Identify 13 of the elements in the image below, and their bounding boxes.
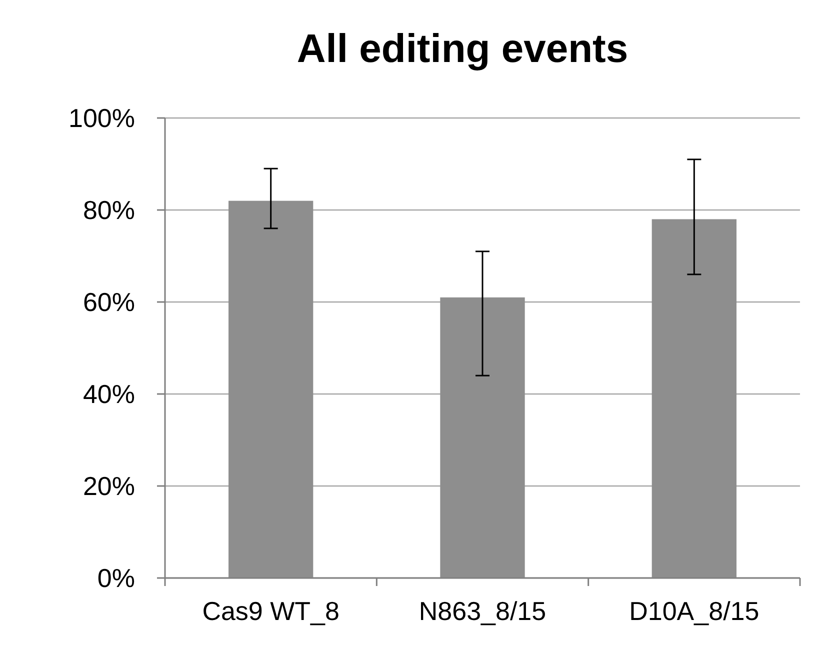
y-tick-label: 40% — [82, 379, 135, 410]
bar — [228, 200, 314, 578]
x-tick-label: Cas9 WT_8 — [202, 596, 340, 626]
y-tick-label: 0% — [97, 563, 135, 594]
x-tick-label: D10A_8/15 — [629, 596, 760, 626]
bar — [652, 219, 736, 578]
chart-title: All editing events — [296, 27, 628, 71]
bar — [440, 297, 525, 578]
y-tick-label: 100% — [68, 103, 135, 134]
y-tick-label: 20% — [82, 471, 135, 502]
y-tick-label: 80% — [82, 195, 135, 226]
y-tick-label: 60% — [82, 287, 135, 318]
x-tick-label: N863_8/15 — [418, 596, 546, 626]
